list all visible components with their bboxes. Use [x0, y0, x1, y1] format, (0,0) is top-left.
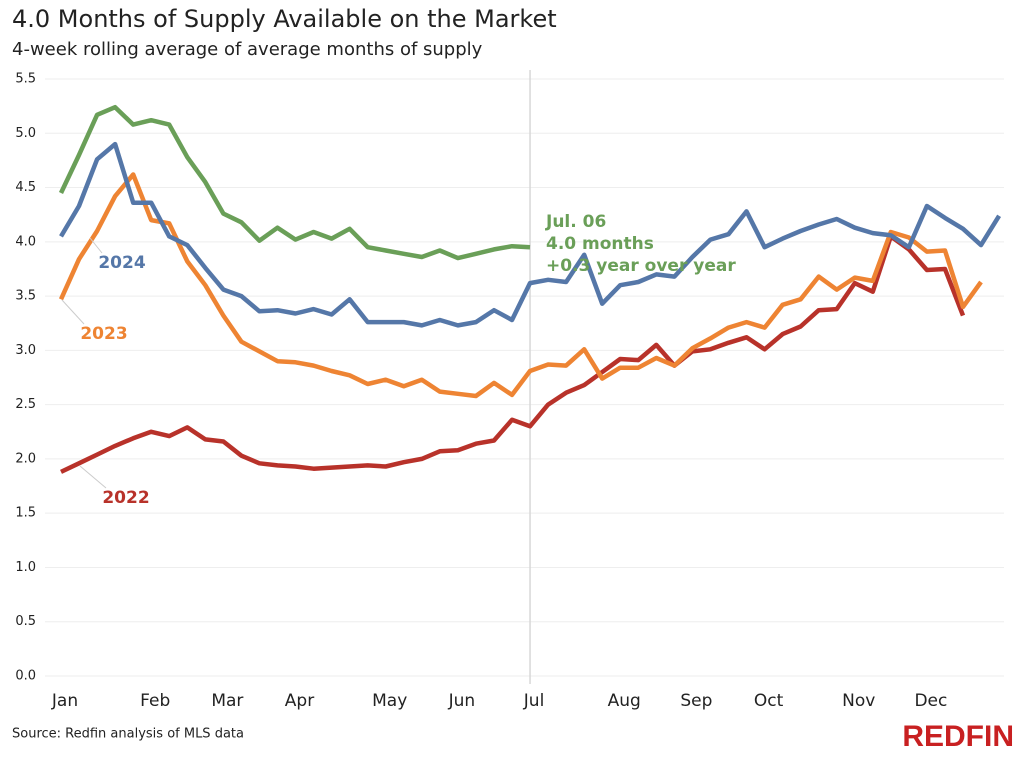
series-label: 2022 [102, 488, 149, 508]
x-tick-label: Mar [211, 691, 243, 711]
y-tick-label: 5.5 [15, 72, 36, 87]
y-tick-label: 4.5 [15, 180, 36, 195]
x-tick-label: Nov [842, 691, 875, 711]
leader-line [61, 299, 85, 325]
x-tick-label: Apr [285, 691, 314, 711]
x-tick-label: Jun [448, 691, 476, 711]
y-tick-label: 0.5 [15, 614, 36, 629]
y-tick-label: 2.0 [15, 451, 36, 466]
leader-line [79, 465, 107, 489]
series-line [58, 104, 531, 261]
y-tick-label: 4.0 [15, 234, 36, 249]
annotation: +0.3 year over year [546, 256, 736, 276]
series-line [59, 141, 1002, 328]
x-tick-label: Aug [608, 691, 641, 711]
y-tick-label: 3.5 [15, 289, 36, 304]
x-tick-label: Feb [140, 691, 170, 711]
y-tick-label: 3.0 [15, 343, 36, 358]
annotation: 4.0 months [546, 234, 654, 254]
leader-line [89, 237, 103, 254]
y-tick-label: 2.5 [15, 397, 36, 412]
y-tick-label: 1.0 [15, 560, 36, 575]
chart-subtitle: 4-week rolling average of average months… [12, 39, 483, 60]
x-tick-label: May [372, 691, 407, 711]
series-label: 2024 [98, 253, 145, 273]
y-tick-label: 1.5 [15, 506, 36, 521]
chart-title: 4.0 Months of Supply Available on the Ma… [12, 5, 557, 33]
y-tick-label: 0.0 [15, 669, 36, 684]
logo: REDFIN [902, 720, 1014, 753]
y-tick-label: 5.0 [15, 126, 36, 141]
series-line [60, 234, 966, 474]
x-tick-label: Sep [680, 691, 712, 711]
series-line [58, 172, 983, 399]
x-tick-label: Jul [523, 691, 545, 711]
x-tick-label: Jan [51, 691, 78, 711]
x-tick-label: Dec [914, 691, 947, 711]
series-label: 2023 [80, 324, 127, 344]
annotation: Jul. 06 [545, 212, 606, 232]
x-tick-label: Oct [754, 691, 784, 711]
source-note: Source: Redfin analysis of MLS data [12, 727, 244, 742]
